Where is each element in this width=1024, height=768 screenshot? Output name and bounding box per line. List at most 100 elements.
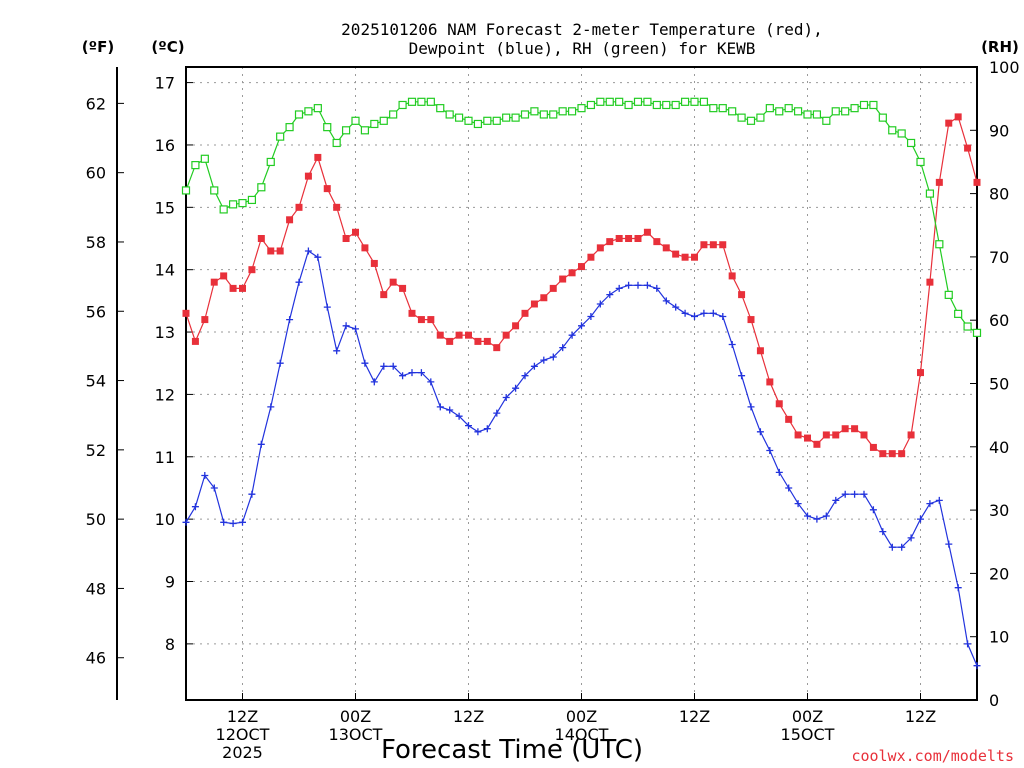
rh-point bbox=[407, 97, 417, 106]
temperature-point bbox=[662, 244, 670, 252]
dewpoint-point bbox=[239, 518, 246, 526]
rh-point bbox=[963, 322, 972, 331]
rh-point bbox=[775, 107, 784, 116]
rh-point bbox=[313, 104, 322, 113]
temperature-point bbox=[436, 331, 444, 339]
celsius-tick-label: 16 bbox=[155, 136, 175, 155]
rh-point bbox=[972, 328, 982, 337]
dewpoint-point bbox=[869, 506, 877, 514]
temperature-point bbox=[220, 272, 228, 280]
x-tick-label: 00Z bbox=[792, 707, 823, 726]
rh-tick-label: 20 bbox=[989, 564, 1009, 583]
rh-tick-label: 80 bbox=[989, 185, 1009, 204]
rh-point bbox=[944, 290, 953, 299]
dewpoint-point bbox=[276, 359, 284, 367]
temperature-point bbox=[907, 431, 915, 439]
dewpoint-point bbox=[596, 300, 604, 308]
dewpoint-point bbox=[700, 309, 708, 317]
rh-point bbox=[454, 113, 464, 122]
rh-point bbox=[615, 97, 624, 106]
temperature-point bbox=[596, 244, 604, 252]
rh-point bbox=[200, 154, 209, 163]
temperature-point bbox=[700, 241, 708, 249]
dewpoint-point bbox=[568, 331, 576, 339]
temperature-point bbox=[794, 431, 802, 439]
dewpoint-point bbox=[210, 484, 218, 492]
rh-point bbox=[389, 110, 398, 119]
rh-point bbox=[228, 200, 238, 209]
x-tick-label: 12OCT bbox=[216, 725, 270, 744]
rh-point bbox=[718, 104, 727, 113]
dewpoint-point bbox=[342, 322, 350, 330]
temperature-point bbox=[879, 450, 887, 458]
dewpoint-point bbox=[643, 281, 651, 289]
fahrenheit-tick-label: 56 bbox=[86, 302, 106, 321]
celsius-tick-label: 11 bbox=[155, 448, 175, 467]
rh-tick-label: 100 bbox=[989, 58, 1020, 77]
rh-point bbox=[935, 240, 944, 249]
dewpoint-point bbox=[804, 512, 811, 520]
dewpoint-point bbox=[248, 490, 256, 498]
dewpoint-point bbox=[512, 384, 520, 392]
temperature-point bbox=[775, 400, 783, 408]
dewpoint-point bbox=[286, 316, 294, 324]
dewpoint-point bbox=[559, 344, 567, 352]
temperature-point bbox=[446, 337, 454, 345]
dewpoint-point bbox=[182, 518, 190, 526]
rh-point bbox=[417, 97, 426, 106]
temperature-point bbox=[945, 119, 953, 127]
temperature-point bbox=[229, 284, 237, 292]
dewpoint-point bbox=[229, 520, 237, 527]
temperature-point bbox=[210, 278, 218, 286]
temperature-point bbox=[502, 331, 510, 339]
celsius-tick-label: 9 bbox=[165, 573, 175, 592]
dewpoint-point bbox=[907, 534, 915, 542]
temperature-point bbox=[248, 266, 256, 274]
dewpoint-point bbox=[860, 490, 868, 498]
dewpoint-point bbox=[964, 640, 972, 648]
dewpoint-point bbox=[304, 247, 312, 255]
rh-point bbox=[530, 107, 539, 116]
temperature-point bbox=[888, 450, 896, 458]
dewpoint-point bbox=[427, 378, 435, 386]
temperature-point bbox=[926, 278, 934, 286]
dewpoint-point bbox=[483, 425, 491, 433]
rh-point bbox=[567, 107, 577, 116]
temperature-point bbox=[361, 244, 369, 252]
dewpoint-point bbox=[606, 291, 614, 299]
rh-tick-label: 90 bbox=[989, 121, 1009, 140]
rh-point bbox=[464, 116, 473, 125]
dewpoint-point bbox=[935, 496, 943, 504]
credit-text: coolwx.com/modelts bbox=[851, 747, 1014, 765]
dewpoint-point bbox=[851, 490, 859, 498]
chart-title-line-2: Dewpoint (blue), RH (green) for KEWB bbox=[409, 39, 756, 58]
dewpoint-point bbox=[474, 428, 482, 436]
rh-point bbox=[285, 123, 294, 132]
rh-tick-label: 60 bbox=[989, 311, 1009, 330]
dewpoint-point bbox=[634, 281, 642, 289]
rh-tick-label: 10 bbox=[989, 628, 1009, 647]
rh-point bbox=[511, 113, 520, 122]
fahrenheit-tick-label: 54 bbox=[86, 372, 106, 391]
temperature-point bbox=[643, 228, 651, 236]
rh-point bbox=[473, 119, 483, 129]
rh-point bbox=[671, 100, 680, 110]
dewpoint-point bbox=[888, 543, 896, 551]
rh-point bbox=[954, 309, 963, 318]
dewpoint-point bbox=[691, 313, 698, 320]
temperature-point bbox=[399, 284, 407, 292]
fahrenheit-tick-label: 46 bbox=[86, 649, 106, 668]
rh-point bbox=[925, 189, 935, 198]
rh-point bbox=[643, 97, 652, 106]
temperature-point bbox=[474, 337, 482, 345]
dewpoint-point bbox=[822, 512, 830, 520]
temperature-point bbox=[841, 425, 849, 433]
temperature-point bbox=[342, 235, 350, 243]
rh-point bbox=[332, 138, 341, 148]
dewpoint-point bbox=[709, 309, 717, 317]
dewpoint-point bbox=[794, 500, 802, 508]
dewpoint-point bbox=[417, 369, 425, 377]
rh-point bbox=[398, 100, 407, 110]
temperature-point bbox=[766, 378, 774, 386]
